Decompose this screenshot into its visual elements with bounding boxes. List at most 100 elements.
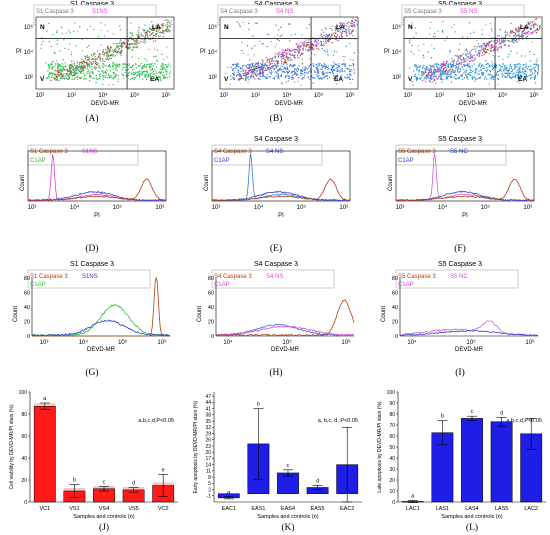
- scatter-point: [274, 56, 276, 58]
- scatter-point: [486, 78, 488, 80]
- scatter-point: [486, 43, 488, 45]
- scatter-point: [48, 67, 50, 69]
- scatter-point: [130, 32, 132, 34]
- scatter-point: [328, 71, 331, 74]
- scatter-point: [302, 63, 304, 65]
- scatter-point: [105, 72, 107, 74]
- scatter-point: [523, 76, 525, 78]
- scatter-point: [432, 74, 434, 76]
- scatter-point: [268, 71, 270, 73]
- scatter-point: [101, 65, 103, 67]
- scatter-point: [70, 64, 72, 66]
- scatter-point: [115, 47, 117, 50]
- scatter-point: [132, 47, 134, 49]
- scatter-point: [429, 64, 431, 66]
- scatter-point: [409, 39, 411, 41]
- scatter-point: [326, 75, 328, 77]
- scatter-point: [518, 31, 520, 33]
- scatter-point: [124, 71, 126, 74]
- scatter-point: [436, 70, 438, 72]
- scatter-point: [104, 71, 107, 73]
- x-tick-label: 10⁶: [525, 339, 535, 346]
- scatter-point: [272, 67, 274, 69]
- scatter-point: [68, 70, 70, 72]
- scatter-point: [144, 29, 146, 31]
- scatter-point: [273, 78, 276, 80]
- scatter-point: [70, 72, 72, 74]
- scatter-point: [137, 74, 139, 76]
- scatter-point: [302, 67, 304, 69]
- scatter-point: [158, 76, 160, 78]
- scatter-point: [74, 74, 76, 76]
- scatter-point: [473, 54, 475, 56]
- scatter-point: [430, 65, 432, 67]
- scatter-point: [61, 70, 63, 72]
- scatter-point: [337, 64, 339, 67]
- scatter-point: [536, 58, 538, 60]
- scatter-point: [470, 75, 472, 77]
- scatter-point: [519, 70, 521, 72]
- scatter-point: [163, 31, 165, 33]
- scatter-point: [497, 84, 499, 86]
- scatter-point: [303, 44, 305, 46]
- scatter-point: [145, 70, 147, 72]
- scatter-point: [506, 69, 508, 71]
- scatter-point: [241, 68, 244, 70]
- scatter-point: [252, 73, 254, 75]
- scatter-point: [493, 76, 495, 78]
- scatter-point: [166, 23, 168, 25]
- scatter-point: [162, 36, 164, 38]
- scatter-point: [67, 74, 69, 77]
- scatter-point: [123, 42, 125, 44]
- scatter-point: [149, 28, 151, 30]
- scatter-point: [478, 73, 480, 75]
- scatter-point: [238, 74, 240, 76]
- scatter-point: [498, 34, 500, 37]
- scatter-point: [534, 70, 536, 72]
- scatter-point: [162, 31, 164, 33]
- scatter-point: [445, 78, 447, 80]
- scatter-point: [257, 64, 259, 66]
- scatter-point: [111, 75, 113, 77]
- scatter-point: [329, 36, 332, 38]
- scatter-point: [517, 31, 519, 33]
- scatter-point: [73, 30, 75, 33]
- scatter-point: [308, 49, 310, 51]
- scatter-point: [320, 45, 322, 47]
- scatter-point: [100, 44, 102, 46]
- scatter-point: [254, 45, 256, 47]
- y-tick-label: 50: [389, 445, 395, 451]
- scatter-point: [320, 34, 322, 36]
- scatter-point: [424, 70, 427, 72]
- scatter-point: [240, 67, 242, 69]
- scatter-point: [344, 63, 346, 65]
- scatter-point: [120, 42, 122, 44]
- scatter-point: [57, 73, 59, 75]
- scatter-point: [491, 61, 493, 63]
- scatter-point: [504, 65, 506, 67]
- y-tick-label: 80: [21, 412, 27, 418]
- scatter-point: [522, 31, 524, 33]
- scatter-point: [262, 43, 264, 45]
- scatter-point: [533, 31, 535, 33]
- scatter-point: [479, 45, 481, 47]
- scatter-point: [440, 74, 442, 76]
- scatter-point: [135, 44, 138, 46]
- scatter-point: [480, 67, 482, 69]
- scatter-point: [317, 71, 319, 73]
- scatter-point: [452, 60, 454, 62]
- scatter-point: [311, 43, 313, 45]
- scatter-point: [344, 76, 346, 78]
- scatter-point: [56, 60, 58, 62]
- scatter-point: [295, 72, 297, 74]
- scatter-point: [157, 35, 160, 37]
- scatter-point: [61, 65, 63, 68]
- scatter-point: [491, 40, 493, 42]
- scatter-point: [167, 31, 169, 33]
- scatter-point: [58, 65, 60, 68]
- scatter-point: [336, 69, 339, 71]
- y-tick-label: 11: [206, 469, 211, 475]
- scatter-point: [278, 69, 280, 71]
- scatter-point: [138, 32, 140, 34]
- scatter-point: [248, 28, 250, 30]
